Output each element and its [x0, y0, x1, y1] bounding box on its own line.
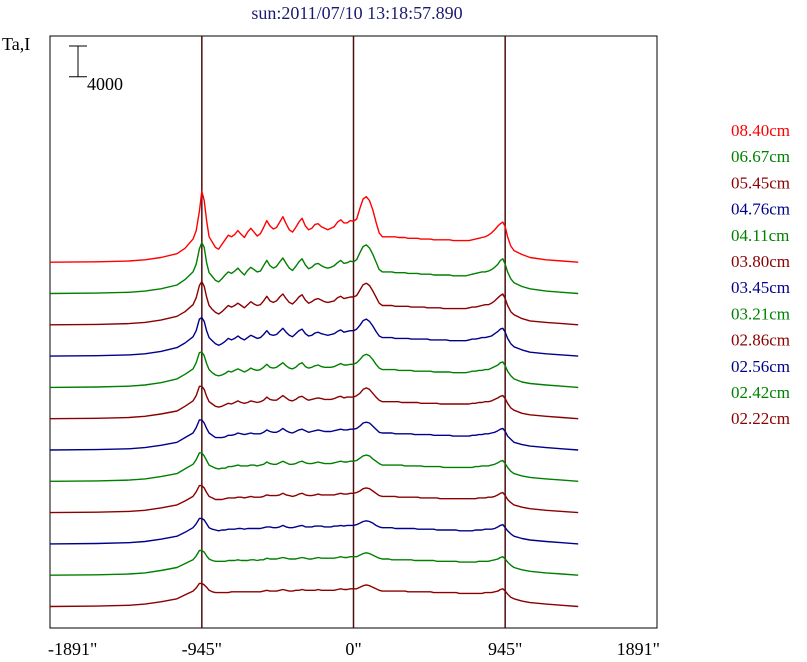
legend-entry-05.45cm: 05.45cm — [731, 173, 790, 192]
legend-entry-04.11cm: 04.11cm — [731, 226, 789, 245]
series-line-02.86cm — [49, 484, 579, 514]
chart-title: sun:2011/07/10 13:18:57.890 — [251, 3, 462, 23]
legend-entry-02.42cm: 02.42cm — [731, 383, 790, 402]
x-tick-label-4: 1891" — [617, 639, 660, 659]
series-line-04.11cm — [49, 351, 579, 389]
scale-bar-label: 4000 — [87, 74, 123, 94]
vertical-reference-lines — [201, 36, 506, 628]
series-line-04.76cm — [49, 316, 579, 357]
series-line-05.45cm — [49, 280, 579, 326]
legend-entry-03.45cm: 03.45cm — [731, 278, 790, 297]
series-line-03.80cm — [49, 385, 579, 420]
legend-entry-03.80cm: 03.80cm — [731, 252, 790, 271]
y-axis-label: Ta,I — [2, 34, 30, 54]
x-tick-label-0: -1891" — [48, 639, 97, 659]
series-line-06.67cm — [49, 241, 579, 295]
legend-entry-08.40cm: 08.40cm — [731, 121, 790, 140]
series-line-02.56cm — [49, 517, 579, 545]
series-line-03.45cm — [49, 419, 579, 451]
legend-entry-06.67cm: 06.67cm — [731, 147, 790, 166]
x-tick-labels: -1891" -945" 0" 945" 1891" — [48, 639, 660, 659]
series-lines — [49, 190, 579, 608]
legend-entry-02.22cm: 02.22cm — [731, 409, 790, 428]
series-line-02.42cm — [49, 549, 579, 576]
legend-entry-03.21cm: 03.21cm — [731, 304, 790, 323]
x-tick-label-3: 945" — [488, 639, 522, 659]
legend-entry-04.76cm: 04.76cm — [731, 200, 790, 219]
series-line-03.21cm — [49, 452, 579, 482]
x-tick-label-2: 0" — [345, 639, 361, 659]
legend: 08.40cm 06.67cm 05.45cm 04.76cm 04.11cm 03.80… — [731, 121, 790, 428]
scale-bar: 4000 — [69, 45, 123, 94]
legend-entry-02.56cm: 02.56cm — [731, 357, 790, 376]
series-line-08.40cm — [49, 190, 579, 263]
series-line-02.22cm — [49, 582, 579, 608]
legend-entry-02.86cm: 02.86cm — [731, 331, 790, 350]
x-tick-label-1: -945" — [182, 639, 222, 659]
